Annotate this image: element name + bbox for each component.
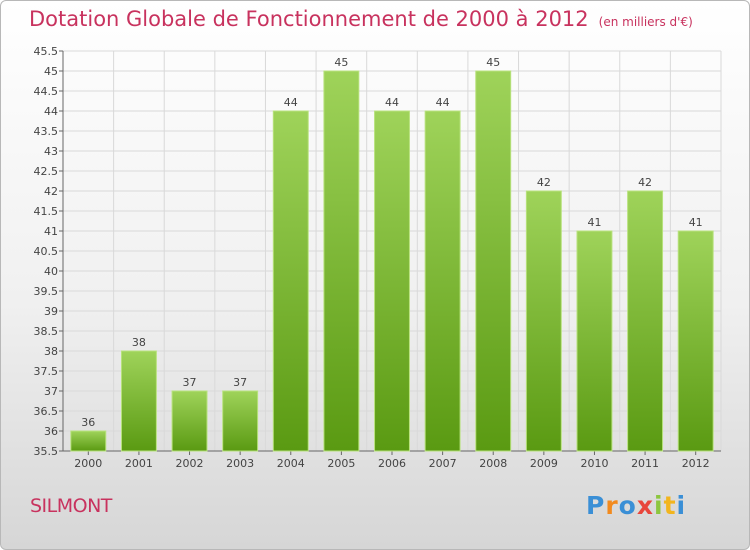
bar-2003 bbox=[222, 390, 259, 452]
y-tick-label: 37 bbox=[44, 385, 58, 398]
y-tick-label: 42.5 bbox=[34, 165, 59, 178]
y-tick-label: 44 bbox=[44, 105, 58, 118]
x-tick-label: 2003 bbox=[226, 457, 254, 470]
y-tick-label: 38.5 bbox=[34, 325, 59, 338]
bar-2009 bbox=[525, 190, 562, 452]
proxiti-logo[interactable]: Proxiti bbox=[586, 491, 687, 520]
x-tick-label: 2004 bbox=[277, 457, 305, 470]
bar-value-label: 42 bbox=[537, 176, 551, 189]
bar-value-label: 44 bbox=[385, 96, 399, 109]
y-tick-label: 43 bbox=[44, 145, 58, 158]
town-name: SILMONT bbox=[30, 495, 112, 517]
bar-value-label: 41 bbox=[689, 216, 703, 229]
y-tick-label: 37.5 bbox=[34, 365, 59, 378]
bar-2004 bbox=[272, 110, 309, 452]
y-tick-label: 39 bbox=[44, 305, 58, 318]
x-tick-label: 2012 bbox=[682, 457, 710, 470]
bar-value-label: 41 bbox=[587, 216, 601, 229]
y-tick-label: 38 bbox=[44, 345, 58, 358]
x-tick-label: 2001 bbox=[125, 457, 153, 470]
chart-title: Dotation Globale de Fonctionnement de 20… bbox=[29, 7, 693, 31]
x-tick-label: 2008 bbox=[479, 457, 507, 470]
bar-2010 bbox=[576, 230, 613, 452]
x-tick-label: 2010 bbox=[580, 457, 608, 470]
bar-2005 bbox=[323, 70, 360, 452]
x-tick-label: 2000 bbox=[74, 457, 102, 470]
y-tick-label: 40 bbox=[44, 265, 58, 278]
x-tick-label: 2011 bbox=[631, 457, 659, 470]
bar-value-label: 45 bbox=[486, 56, 500, 69]
y-tick-label: 41 bbox=[44, 225, 58, 238]
chart-unit: (en milliers d'€) bbox=[598, 15, 693, 29]
y-tick-label: 36.5 bbox=[34, 405, 59, 418]
x-tick-label: 2006 bbox=[378, 457, 406, 470]
bar-2001 bbox=[120, 350, 157, 452]
bar-2008 bbox=[475, 70, 512, 452]
y-tick-label: 36 bbox=[44, 425, 58, 438]
bar-2006 bbox=[374, 110, 410, 452]
y-tick-label: 39.5 bbox=[34, 285, 59, 298]
bar-value-label: 37 bbox=[233, 376, 247, 389]
x-tick-label: 2009 bbox=[530, 457, 558, 470]
x-tick-label: 2002 bbox=[176, 457, 204, 470]
bar-value-label: 44 bbox=[436, 96, 450, 109]
bar-2007 bbox=[424, 110, 461, 452]
chart-title-text: Dotation Globale de Fonctionnement de 20… bbox=[29, 7, 589, 31]
y-tick-label: 45 bbox=[44, 65, 58, 78]
bar-2000 bbox=[70, 430, 107, 452]
y-tick-label: 41.5 bbox=[34, 205, 59, 218]
bar-value-label: 45 bbox=[334, 56, 348, 69]
bar-2002 bbox=[171, 390, 208, 452]
y-tick-label: 42 bbox=[44, 185, 58, 198]
y-tick-label: 35.5 bbox=[34, 445, 59, 458]
bars bbox=[70, 70, 714, 452]
bar-value-label: 37 bbox=[183, 376, 197, 389]
bar-value-label: 44 bbox=[284, 96, 298, 109]
y-tick-label: 44.5 bbox=[34, 85, 59, 98]
bar-value-label: 38 bbox=[132, 336, 146, 349]
y-tick-label: 43.5 bbox=[34, 125, 59, 138]
x-tick-label: 2005 bbox=[327, 457, 355, 470]
bar-2011 bbox=[627, 190, 664, 452]
y-tick-label: 45.5 bbox=[34, 45, 59, 58]
x-tick-label: 2007 bbox=[429, 457, 457, 470]
bar-value-label: 36 bbox=[81, 416, 95, 429]
y-tick-label: 40.5 bbox=[34, 245, 59, 258]
bar-value-label: 42 bbox=[638, 176, 652, 189]
bar-2012 bbox=[677, 230, 714, 452]
labels: 35.5 36 36.5 37 37.5 38 38.5 39 39.5 40 40.5 41 41.5… bbox=[34, 45, 710, 470]
